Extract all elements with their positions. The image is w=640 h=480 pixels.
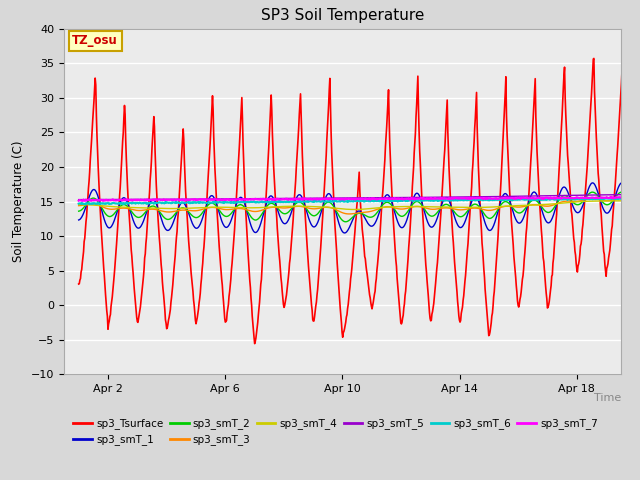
- sp3_smT_6: [405, 198, 413, 204]
- sp3_smT_4: [270, 204, 278, 210]
- sp3_smT_2: [193, 215, 201, 220]
- sp3_Tsurface: [426, 316, 434, 322]
- sp3_smT_4: [405, 204, 413, 209]
- sp3_smT_1: [426, 224, 434, 229]
- sp3_smT_4: [632, 198, 639, 204]
- sp3_smT_7: [405, 195, 413, 201]
- sp3_smT_1: [540, 213, 548, 219]
- sp3_smT_3: [270, 204, 278, 210]
- Line: sp3_smT_6: sp3_smT_6: [79, 197, 636, 204]
- sp3_smT_1: [75, 217, 83, 223]
- sp3_smT_3: [75, 203, 83, 208]
- sp3_smT_3: [193, 208, 201, 214]
- sp3_Tsurface: [251, 341, 259, 347]
- sp3_smT_4: [193, 205, 201, 211]
- sp3_smT_7: [270, 197, 278, 203]
- Title: SP3 Soil Temperature: SP3 Soil Temperature: [260, 9, 424, 24]
- sp3_smT_5: [404, 194, 412, 200]
- sp3_smT_5: [193, 196, 201, 202]
- Text: Time: Time: [593, 394, 621, 403]
- sp3_Tsurface: [270, 175, 278, 181]
- sp3_smT_7: [79, 198, 86, 204]
- sp3_smT_3: [619, 196, 627, 202]
- sp3_smT_2: [540, 207, 548, 213]
- sp3_smT_7: [540, 195, 548, 201]
- sp3_smT_3: [334, 208, 342, 214]
- Legend: sp3_Tsurface, sp3_smT_1, sp3_smT_2, sp3_smT_3, sp3_smT_4, sp3_smT_5, sp3_smT_6, : sp3_Tsurface, sp3_smT_1, sp3_smT_2, sp3_…: [69, 414, 602, 450]
- sp3_smT_5: [632, 192, 639, 197]
- sp3_smT_4: [426, 204, 434, 210]
- sp3_smT_2: [342, 219, 349, 225]
- sp3_smT_7: [194, 197, 202, 203]
- sp3_smT_5: [426, 194, 433, 200]
- Line: sp3_smT_7: sp3_smT_7: [79, 197, 636, 201]
- sp3_smT_3: [405, 205, 413, 211]
- Line: sp3_Tsurface: sp3_Tsurface: [79, 59, 636, 344]
- Line: sp3_smT_1: sp3_smT_1: [79, 183, 636, 233]
- sp3_smT_3: [346, 211, 353, 217]
- sp3_smT_7: [426, 195, 434, 201]
- sp3_smT_5: [270, 195, 278, 201]
- Line: sp3_smT_2: sp3_smT_2: [79, 192, 636, 222]
- sp3_smT_1: [618, 180, 626, 186]
- sp3_Tsurface: [540, 259, 548, 264]
- Line: sp3_smT_5: sp3_smT_5: [79, 194, 636, 200]
- sp3_smT_3: [632, 197, 639, 203]
- sp3_smT_1: [270, 196, 278, 202]
- sp3_smT_2: [618, 189, 626, 195]
- sp3_smT_2: [405, 207, 413, 213]
- sp3_smT_1: [334, 216, 342, 222]
- sp3_smT_3: [426, 206, 434, 212]
- sp3_smT_7: [75, 198, 83, 204]
- sp3_smT_7: [632, 194, 639, 200]
- sp3_smT_4: [75, 202, 83, 207]
- sp3_smT_1: [405, 211, 413, 217]
- sp3_smT_6: [335, 198, 342, 204]
- sp3_smT_6: [194, 199, 202, 205]
- sp3_smT_6: [607, 194, 615, 200]
- sp3_Tsurface: [335, 280, 342, 286]
- sp3_smT_1: [193, 225, 201, 231]
- Line: sp3_smT_4: sp3_smT_4: [79, 201, 636, 209]
- sp3_Tsurface: [405, 245, 413, 251]
- sp3_smT_5: [75, 197, 83, 203]
- sp3_smT_7: [607, 194, 615, 200]
- sp3_Tsurface: [75, 281, 83, 287]
- Y-axis label: Soil Temperature (C): Soil Temperature (C): [12, 141, 26, 263]
- sp3_smT_5: [334, 195, 342, 201]
- sp3_smT_4: [334, 205, 342, 211]
- Text: TZ_osu: TZ_osu: [72, 35, 118, 48]
- sp3_smT_1: [632, 209, 639, 215]
- sp3_smT_5: [540, 193, 547, 199]
- sp3_smT_4: [540, 202, 548, 207]
- sp3_smT_6: [75, 201, 83, 206]
- sp3_smT_3: [540, 203, 548, 209]
- sp3_smT_6: [540, 196, 548, 202]
- sp3_smT_1: [340, 230, 348, 236]
- sp3_smT_6: [80, 201, 88, 207]
- sp3_Tsurface: [632, 270, 639, 276]
- sp3_smT_2: [632, 201, 639, 206]
- sp3_smT_6: [270, 199, 278, 205]
- sp3_smT_2: [426, 213, 434, 218]
- Line: sp3_smT_3: sp3_smT_3: [79, 199, 636, 214]
- sp3_smT_2: [334, 211, 342, 216]
- sp3_smT_6: [426, 198, 434, 204]
- sp3_Tsurface: [193, 315, 201, 321]
- sp3_smT_7: [335, 196, 342, 202]
- sp3_smT_2: [270, 201, 278, 207]
- sp3_Tsurface: [590, 56, 598, 61]
- sp3_smT_6: [632, 195, 639, 201]
- sp3_smT_4: [351, 206, 358, 212]
- sp3_smT_2: [75, 208, 83, 214]
